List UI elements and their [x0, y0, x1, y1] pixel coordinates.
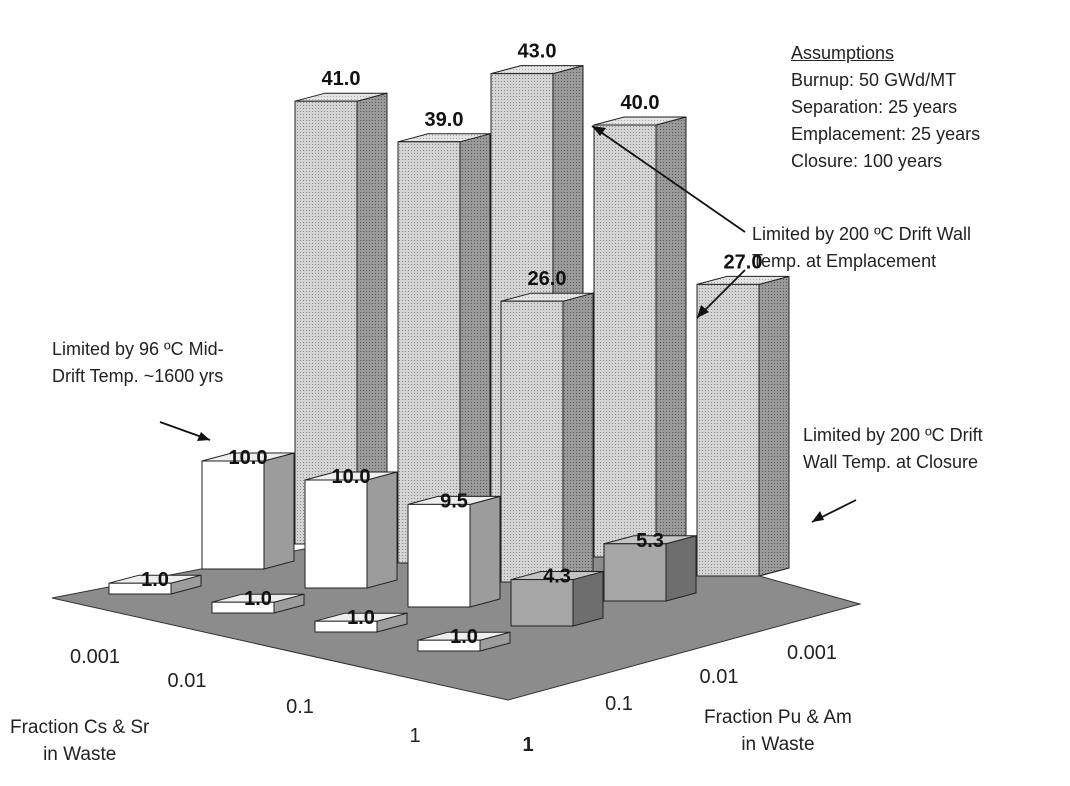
bar-cs0_01-pu0_1: 10.0	[304, 466, 398, 589]
data-label-cs0_1-pu1: 1.0	[347, 607, 375, 629]
bar-cs0_1-pu1-front	[314, 620, 378, 633]
bar-cs0_001-pu0_01-front	[294, 100, 358, 545]
bar-cs1-pu1: 1.0	[417, 626, 511, 652]
data-label-cs0_1-pu0_001: 40.0	[621, 92, 660, 114]
arrow-emplacement-1	[591, 125, 746, 233]
bar-cs0_1-pu0_01-side	[562, 292, 594, 583]
data-label-cs1-pu0_1: 4.3	[543, 566, 571, 588]
bar-cs1-pu0_001: 27.0	[696, 251, 790, 577]
bar-cs0_1-pu0_001: 40.0	[593, 92, 687, 558]
bars-layer: 43.040.05.427.041.039.026.05.310.010.09.…	[108, 41, 790, 652]
annotation-middrift: Limited by 96 ºC Mid- Drift Temp. ~1600 …	[52, 336, 224, 390]
z-axis-title-line-2: in Waste	[741, 734, 815, 755]
bar-cs1-pu0_01: 5.3	[603, 530, 697, 602]
bar-cs0_01-pu0_1-front	[304, 479, 368, 589]
annotation-emplacement-line-1: Limited by 200 ºC Drift Wall	[752, 224, 971, 244]
bar-cs0_1-pu0_001-side	[655, 116, 687, 558]
arrows-layer	[159, 125, 857, 523]
z-axis-title: Fraction Pu & Am in Waste	[704, 704, 852, 758]
annotation-emplacement-line-2: Temp. at Emplacement	[752, 251, 937, 271]
data-label-cs0_001-pu0_1: 10.0	[229, 447, 268, 469]
bar-cs0_1-pu0_01: 26.0	[500, 268, 594, 583]
annotation-closure-line-2: Wall Temp. at Closure	[803, 452, 979, 472]
assumption-closure: Closure: 100 years	[791, 151, 943, 171]
data-label-cs0_001-pu0_01: 41.0	[322, 68, 361, 90]
assumptions-title: Assumptions	[791, 43, 895, 63]
data-label-cs1-pu0_01: 5.3	[636, 530, 664, 552]
z-axis-title-line-1: Fraction Pu & Am	[704, 707, 852, 728]
bar-cs0_01-pu0_01: 39.0	[397, 109, 491, 564]
annotation-closure: Limited by 200 ºC Drift Wall Temp. at Cl…	[803, 422, 983, 476]
annotation-closure-line-1: Limited by 200 ºC Drift	[803, 425, 983, 445]
assumption-burnup: Burnup: 50 GWd/MT	[791, 70, 957, 90]
bar-cs1-pu0_1-side	[572, 570, 604, 627]
data-label-cs0_01-pu0_1: 10.0	[332, 466, 371, 488]
annotation-middrift-line-1: Limited by 96 ºC Mid-	[52, 339, 224, 359]
bar-cs0_001-pu1-front	[108, 582, 172, 595]
data-label-cs0_1-pu0_01: 26.0	[528, 268, 567, 290]
bar-cs0_001-pu0_1-front	[201, 460, 265, 570]
pu-am-tick-2: 0.1	[605, 693, 633, 715]
arrow-closure-head	[812, 511, 824, 522]
data-label-cs0_01-pu0_01: 39.0	[425, 109, 464, 131]
bar-cs1-pu0_01-side	[665, 535, 697, 602]
assumption-emplacement: Emplacement: 25 years	[791, 124, 981, 144]
pu-am-tick-1: 0.01	[700, 666, 739, 688]
assumptions-box: Assumptions Burnup: 50 GWd/MT Separation…	[791, 40, 980, 175]
data-label-cs1-pu0_001: 27.0	[724, 251, 763, 273]
bar-cs0_1-pu0_01-front	[500, 300, 564, 583]
cs-sr-tick-0: 0.001	[70, 646, 120, 668]
bar-cs1-pu0_001-front	[696, 283, 760, 577]
bar-cs1-pu0_001-side	[758, 275, 790, 577]
data-label-cs1-pu1: 1.0	[450, 626, 478, 648]
bar-cs0_1-pu0_1-side	[469, 495, 501, 608]
data-label-cs0_01-pu0_001: 43.0	[518, 41, 557, 63]
bar-cs0_01-pu1: 1.0	[211, 588, 305, 614]
data-label-cs0_001-pu1: 1.0	[141, 569, 169, 591]
labels-layer: 0.001 0.01 0.1 1 0.001 0.01 0.1 1	[70, 642, 837, 756]
bar-cs1-pu1-front	[417, 639, 481, 652]
bar-cs0_01-pu1-front	[211, 601, 275, 614]
annotation-emplacement: Limited by 200 ºC Drift Wall Temp. at Em…	[752, 221, 971, 275]
assumption-separation: Separation: 25 years	[791, 97, 958, 117]
bar-cs0_001-pu0_1: 10.0	[201, 447, 295, 570]
bar-cs0_001-pu0_1-side	[263, 452, 295, 570]
cs-sr-tick-3: 1	[409, 725, 420, 747]
bar-cs1-pu0_01-front	[603, 543, 667, 602]
bar-cs0_1-pu0_001-front	[593, 124, 657, 558]
pu-am-tick-3: 1	[522, 734, 533, 756]
bar-cs0_1-pu1: 1.0	[314, 607, 408, 633]
annotation-middrift-line-2: Drift Temp. ~1600 yrs	[52, 366, 224, 386]
data-label-cs0_1-pu0_1: 9.5	[440, 490, 468, 512]
pu-am-tick-0: 0.001	[787, 642, 837, 664]
data-label-cs0_01-pu1: 1.0	[244, 588, 272, 610]
bar-cs0_01-pu0_1-side	[366, 471, 398, 589]
bar-cs0_1-pu0_1-front	[407, 503, 471, 608]
bar-cs1-pu0_1: 4.3	[510, 566, 604, 627]
cs-sr-tick-1: 0.01	[168, 670, 207, 692]
bar-cs0_001-pu0_01: 41.0	[294, 68, 388, 545]
bar-cs0_001-pu1: 1.0	[108, 569, 202, 595]
bar-cs0_1-pu0_1: 9.5	[407, 490, 501, 608]
arrow-emplacement-2-head	[697, 305, 709, 318]
cs-sr-tick-2: 0.1	[286, 696, 314, 718]
arrow-emplacement-1-head	[592, 126, 606, 136]
x-axis-title-line-1: Fraction Cs & Sr	[10, 717, 150, 738]
x-axis-title: Fraction Cs & Sr in Waste	[10, 714, 149, 768]
arrow-middrift-head	[197, 432, 210, 441]
bar-cs1-pu0_1-front	[510, 579, 574, 627]
x-axis-title-line-2: in Waste	[43, 744, 117, 765]
